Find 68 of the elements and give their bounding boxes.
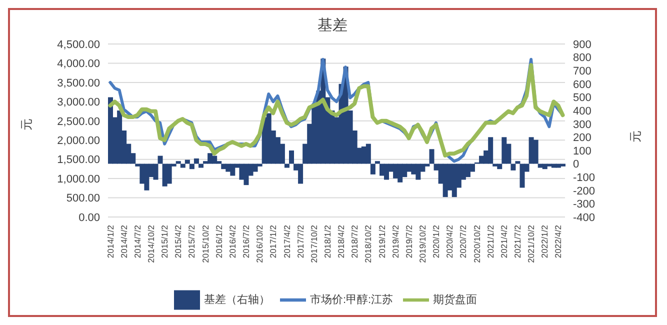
x-tick-label: 2019/4/2 — [390, 224, 400, 258]
x-tick-label: 2016/4/2 — [227, 224, 238, 258]
x-tick-label: 2018/10/2 — [363, 224, 374, 263]
x-tick-label: 2017/4/2 — [282, 224, 292, 258]
y-tick-label: 3,000.00 — [57, 96, 100, 109]
x-tick-label: 2014/4/2 — [118, 224, 129, 258]
x-tick-label: 2021/7/2 — [512, 224, 523, 258]
legend-label: 市场价:甲醇:江苏 — [310, 294, 394, 306]
x-tick-label: 2021/10/2 — [526, 224, 536, 263]
bar — [442, 164, 448, 198]
bar — [560, 164, 566, 166]
x-tick-label: 2019/7/2 — [404, 224, 414, 258]
x-tick-label: 2018/7/2 — [350, 224, 360, 258]
x-tick-label: 2019/1/2 — [376, 224, 387, 258]
y-axis-title: 元 — [19, 118, 34, 130]
x-tick-label: 2016/1/2 — [214, 224, 224, 258]
y2-tick-label: 400 — [573, 105, 592, 118]
x-tick-label: 2021/4/2 — [498, 224, 509, 258]
y2-tick-label: -100 — [573, 172, 596, 184]
x-tick-label: 2016/10/2 — [254, 224, 265, 263]
x-tick-label: 2022/4/2 — [553, 224, 564, 258]
x-tick-label: 2020/1/2 — [431, 224, 442, 258]
x-tick-label: 2018/4/2 — [336, 224, 346, 258]
x-tick-label: 2017/1/2 — [268, 224, 278, 258]
x-tick-label: 2022/1/2 — [540, 224, 550, 258]
y-tick-label: 1,500.00 — [57, 154, 100, 166]
y2-tick-label: 0 — [573, 158, 580, 171]
x-tick-label: 2014/10/2 — [146, 224, 156, 263]
x-tick-label: 2015/1/2 — [160, 224, 170, 258]
x-tick-label: 2020/10/2 — [472, 224, 482, 263]
x-tick-label: 2015/10/2 — [200, 224, 210, 263]
y-tick-label: 1,000.00 — [57, 173, 100, 186]
y-tick-label: 3,500.00 — [57, 77, 100, 90]
x-tick-label: 2017/7/2 — [295, 224, 306, 258]
chart-title: 基差 — [316, 16, 348, 36]
x-tick-label: 2014/1/2 — [105, 224, 116, 258]
y2-tick-label: -300 — [573, 198, 596, 211]
y2-tick-label: 900 — [573, 38, 592, 51]
y-tick-label: 0.00 — [78, 212, 100, 224]
y-tick-label: 4,500.00 — [57, 38, 100, 51]
y-tick-label: 500.00 — [66, 192, 100, 205]
y2-tick-label: -400 — [573, 212, 596, 224]
y2-tick-label: -200 — [573, 185, 596, 198]
y2-tick-label: 300 — [573, 118, 592, 131]
x-tick-label: 2020/4/2 — [444, 224, 455, 258]
x-tick-label: 2021/1/2 — [485, 224, 496, 258]
y-tick-label: 2,000.00 — [57, 135, 100, 148]
bar — [542, 164, 548, 170]
x-tick-label: 2015/7/2 — [186, 224, 197, 258]
x-tick-label: 2017/10/2 — [308, 224, 319, 263]
y2-tick-label: 500 — [573, 92, 592, 104]
legend-label: 基差（右轴） — [204, 294, 270, 306]
x-tick-label: 2018/1/2 — [322, 224, 332, 258]
y-tick-label: 4,000.00 — [57, 58, 100, 70]
y2-tick-label: 700 — [573, 66, 592, 78]
y2-tick-label: 800 — [573, 52, 592, 64]
y2-axis-title: 元 — [628, 130, 642, 142]
y2-tick-label: 200 — [573, 132, 592, 144]
y-tick-label: 2,500.00 — [57, 116, 100, 128]
x-tick-label: 2020/7/2 — [458, 224, 468, 258]
y2-tick-label: 100 — [573, 145, 592, 158]
x-tick-label: 2015/4/2 — [173, 224, 184, 258]
legend-label: 期货盘面 — [433, 294, 478, 306]
x-tick-label: 2016/7/2 — [241, 224, 252, 258]
bar — [533, 140, 538, 164]
x-tick-label: 2014/7/2 — [132, 224, 142, 258]
x-tick-label: 2019/10/2 — [418, 224, 428, 263]
y2-tick-label: 600 — [573, 78, 592, 91]
